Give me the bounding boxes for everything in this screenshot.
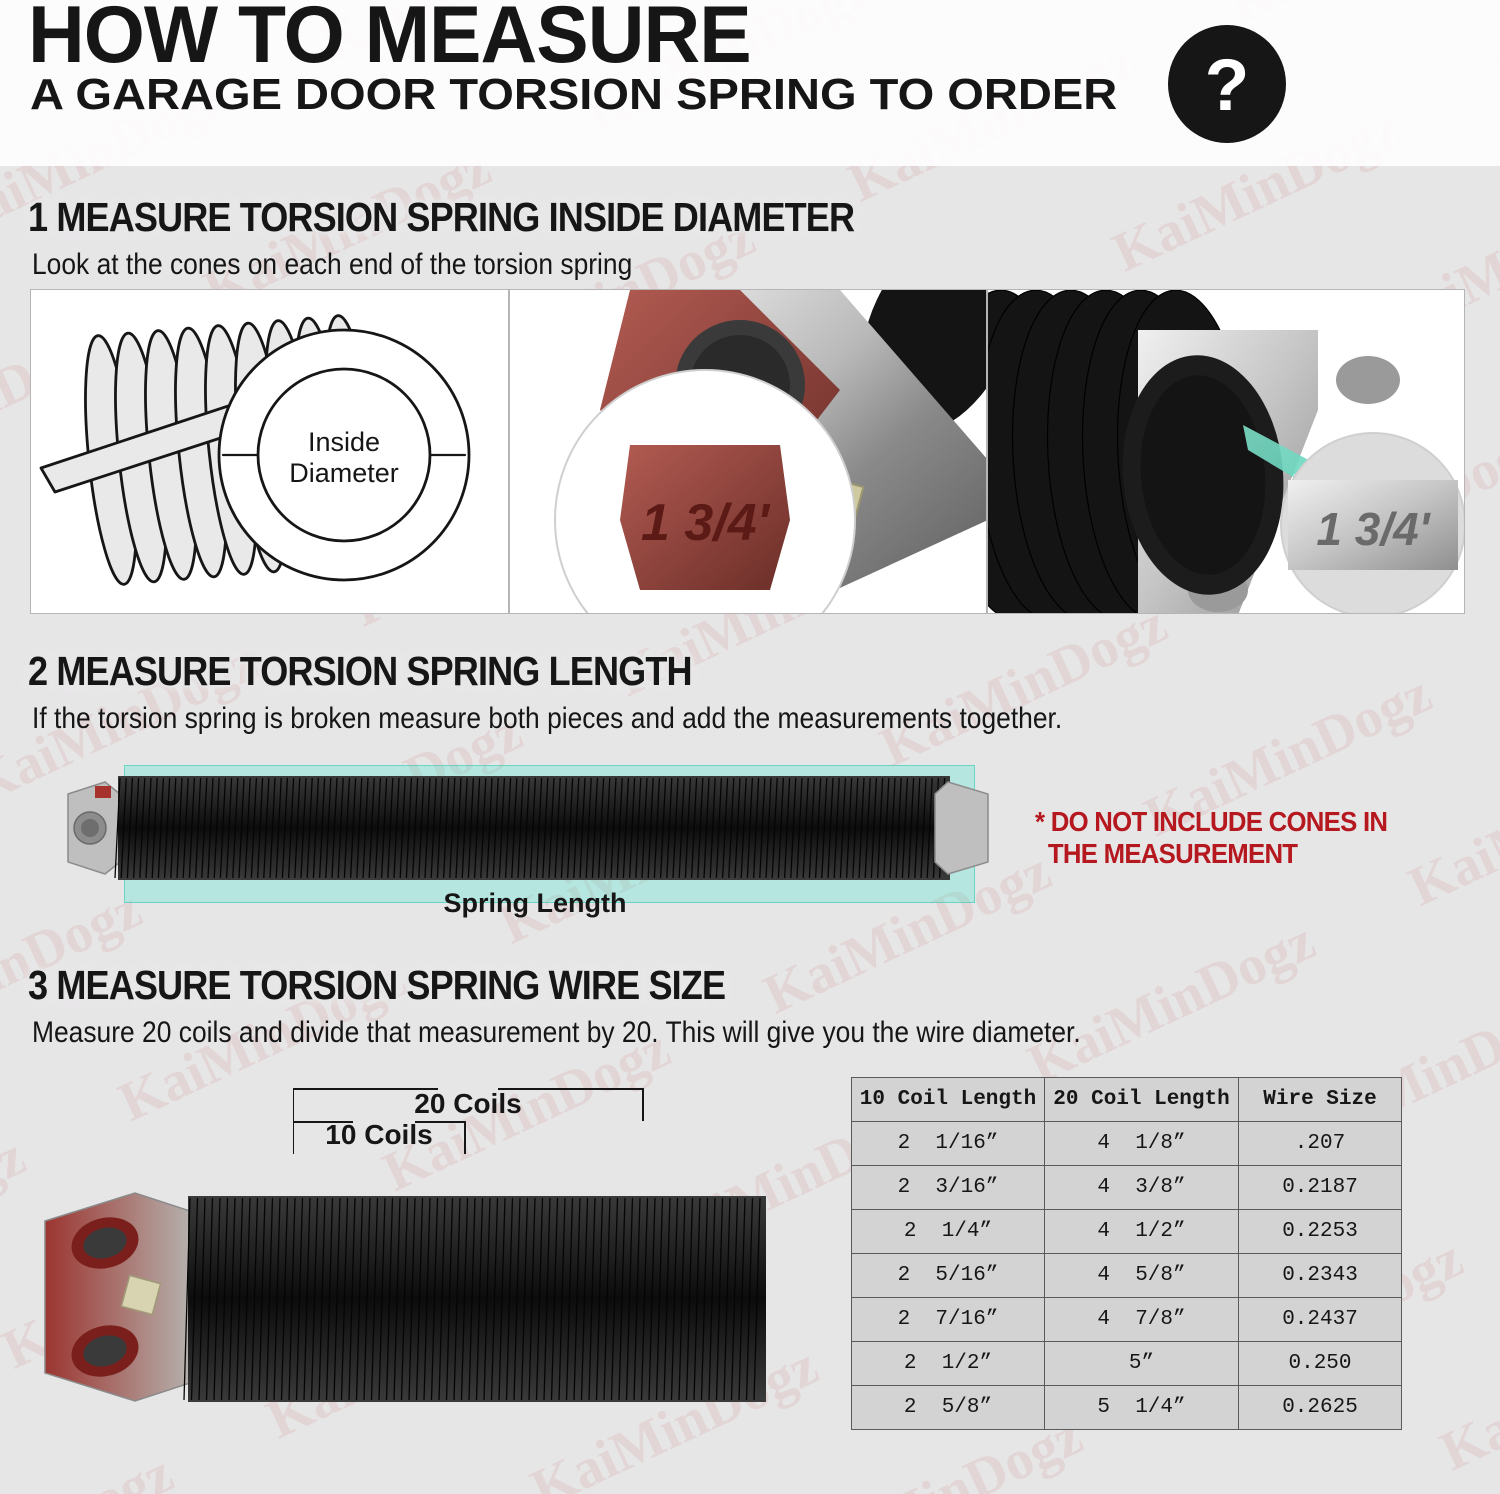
svg-text:?: ?: [1205, 44, 1250, 126]
svg-text:10 Coils: 10 Coils: [325, 1119, 432, 1150]
svg-text:1 3/4': 1 3/4': [1316, 503, 1431, 555]
svg-text:1 3/4': 1 3/4': [641, 494, 771, 552]
svg-text:Diameter: Diameter: [289, 458, 399, 488]
svg-text:Inside: Inside: [308, 427, 380, 457]
